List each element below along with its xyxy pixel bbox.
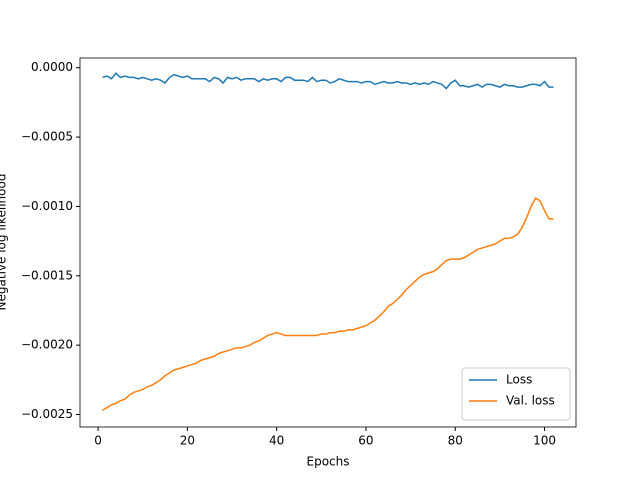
x-tick-label: 20: [180, 434, 195, 448]
y-tick-label: −0.0010: [21, 199, 73, 213]
legend-label: Val. loss: [506, 394, 555, 408]
y-tick-label: −0.0020: [21, 338, 73, 352]
x-tick-label: 40: [269, 434, 284, 448]
x-tick-label: 0: [94, 434, 102, 448]
series-line: [102, 197, 554, 411]
plot-frame: [79, 57, 577, 428]
legend-box: [461, 367, 571, 421]
x-tick-label: 100: [533, 434, 556, 448]
y-tick-label: −0.0005: [21, 130, 73, 144]
y-tick-label: −0.0015: [21, 268, 73, 282]
y-tick-label: −0.0025: [21, 407, 73, 421]
series-line: [102, 72, 554, 90]
legend-label: Loss: [506, 373, 532, 387]
x-tick-label: 80: [448, 434, 463, 448]
y-axis-label: Negative log likelihood: [0, 174, 9, 311]
y-tick-label: 0.0000: [31, 60, 73, 74]
x-tick-label: 60: [358, 434, 373, 448]
x-axis-label: Epochs: [307, 455, 350, 469]
